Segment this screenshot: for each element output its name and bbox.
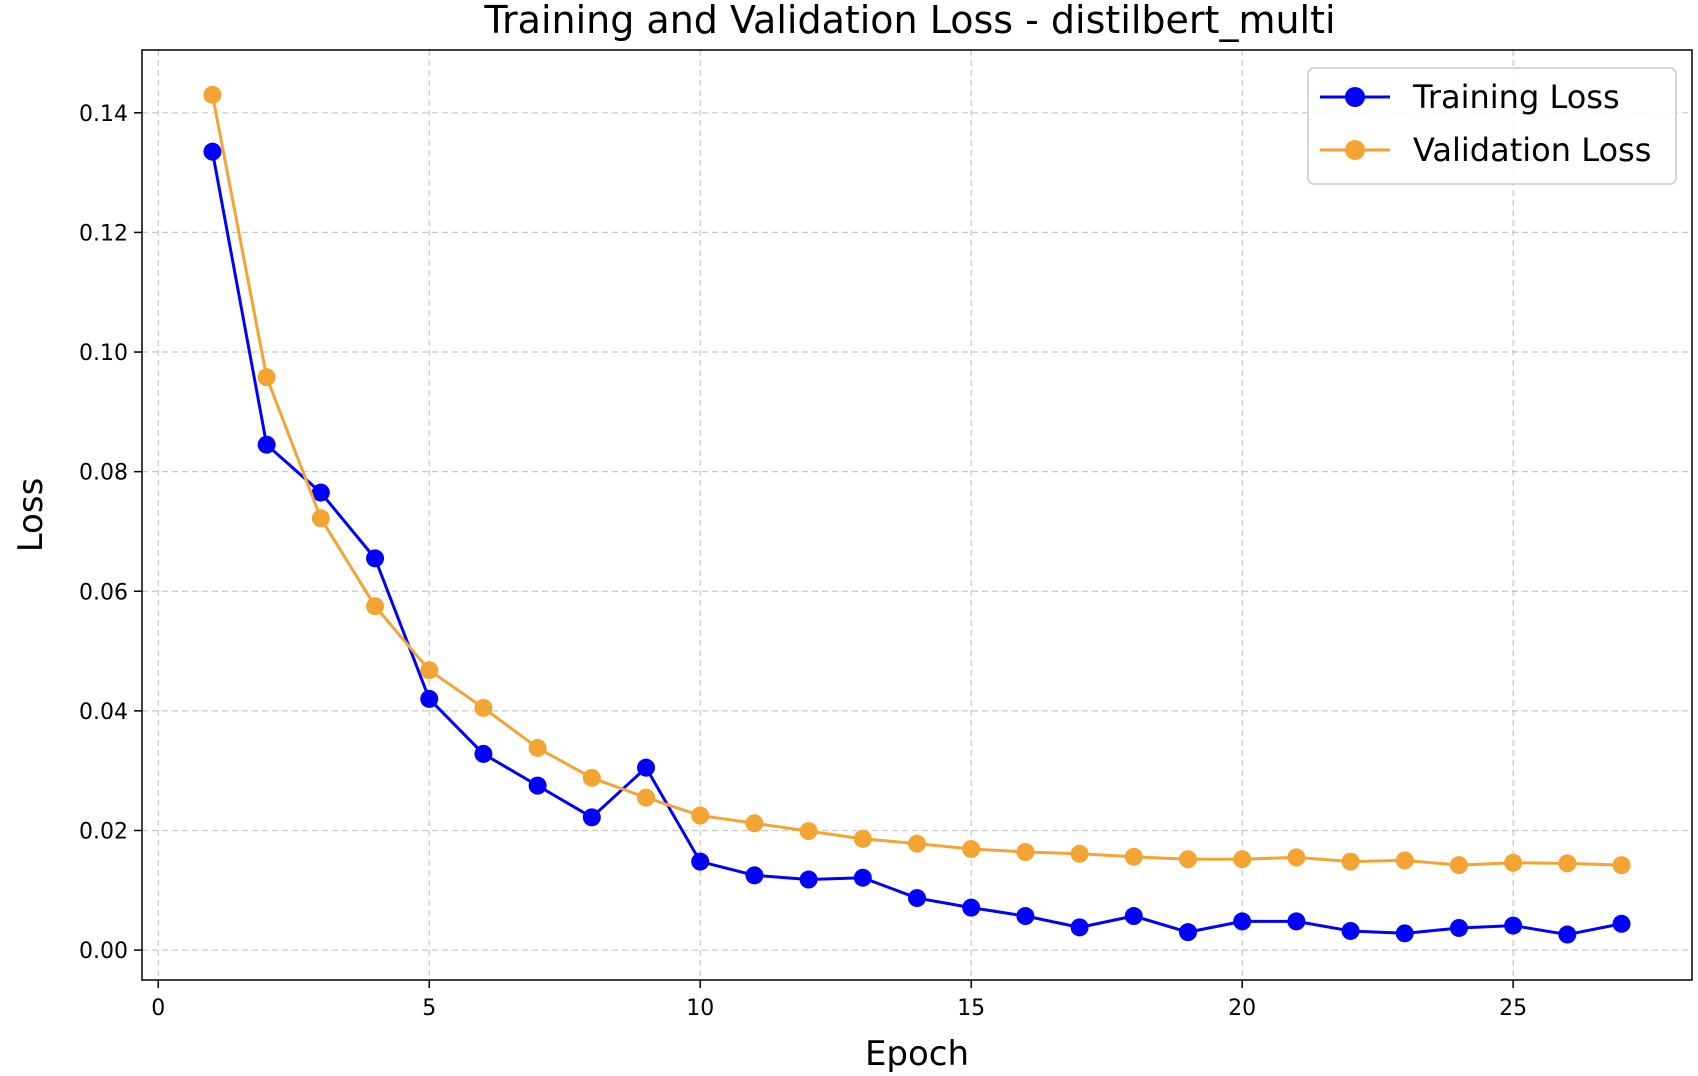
validation-loss-point: [203, 85, 222, 104]
y-axis-label: Loss: [11, 478, 51, 553]
training-loss-point: [1287, 912, 1306, 931]
validation-loss-point: [1016, 843, 1035, 862]
training-loss-point: [203, 142, 222, 161]
validation-loss-point: [745, 814, 764, 833]
training-loss-point: [1178, 923, 1197, 942]
training-loss-point: [962, 898, 981, 917]
x-tick-label: 5: [422, 996, 436, 1021]
x-tick-label: 10: [686, 996, 714, 1021]
validation-loss-point: [474, 698, 493, 717]
legend-training-label: Training Loss: [1412, 78, 1620, 116]
validation-loss-point: [1395, 851, 1414, 870]
training-loss-point: [1449, 918, 1468, 937]
training-loss-point: [1504, 916, 1523, 935]
training-loss-point: [1016, 907, 1035, 926]
y-tick-label: 0.10: [79, 341, 128, 366]
validation-loss-point: [311, 509, 330, 528]
validation-loss-point: [1178, 850, 1197, 869]
training-loss-point: [1612, 914, 1631, 933]
training-loss-point: [1233, 912, 1252, 931]
training-loss-point: [257, 435, 276, 454]
validation-loss-point: [962, 840, 981, 859]
y-tick-label: 0.12: [79, 221, 128, 246]
validation-loss-point: [1558, 854, 1577, 873]
validation-loss-point: [1449, 856, 1468, 875]
validation-loss-point: [1287, 848, 1306, 867]
x-tick-label: 0: [151, 996, 165, 1021]
validation-loss-point: [528, 738, 547, 757]
training-loss-line: [210, 151, 1622, 937]
training-loss-point: [420, 689, 439, 708]
legend-validation-marker: [1345, 140, 1365, 160]
validation-loss-line: [210, 94, 1622, 867]
validation-loss-point: [1504, 853, 1523, 872]
validation-loss-point: [908, 834, 926, 853]
validation-loss-point: [1070, 844, 1089, 863]
training-loss-point: [311, 483, 330, 502]
validation-loss-point: [799, 822, 818, 841]
y-tick-label: 0.04: [79, 700, 128, 725]
legend-validation-label: Validation Loss: [1413, 131, 1651, 169]
training-loss-point: [908, 889, 926, 908]
validation-loss-point: [853, 829, 872, 848]
training-loss-point: [1558, 925, 1577, 944]
validation-loss-point: [420, 661, 439, 680]
axis-ticks: 0 5 10 15 20 25 0.00 0.02 0.04 0.06 0.08 0.10 0.12 0.…: [79, 102, 1527, 1021]
training-loss-point: [1395, 924, 1414, 943]
validation-loss-point: [1124, 847, 1143, 866]
training-loss-point: [1070, 918, 1089, 937]
validation-loss-point: [1233, 850, 1252, 869]
training-loss-point: [528, 776, 547, 795]
legend-box: [1307, 67, 1677, 185]
y-tick-label: 0.02: [79, 819, 128, 844]
x-tick-label: 25: [1499, 996, 1527, 1021]
y-tick-label: 0.14: [79, 102, 128, 127]
validation-loss-point: [582, 768, 601, 787]
plot-frame: [141, 49, 1693, 981]
chart-title: Training and Validation Loss - distilber…: [483, 0, 1335, 42]
training-loss-point: [637, 758, 656, 777]
x-tick-label: 15: [957, 996, 985, 1021]
training-loss-point: [799, 870, 818, 889]
validation-loss-point: [637, 788, 656, 807]
training-loss-point: [1124, 907, 1143, 926]
validation-loss-point: [1341, 852, 1360, 871]
training-loss-point: [745, 866, 764, 885]
validation-loss-point: [257, 368, 276, 387]
legend-training-marker: [1345, 87, 1365, 107]
training-loss-point: [366, 549, 385, 568]
training-loss-point: [691, 852, 710, 871]
training-loss-point: [1341, 921, 1360, 940]
y-tick-label: 0.06: [79, 580, 128, 605]
validation-loss-point: [366, 597, 385, 616]
y-tick-label: 0.08: [79, 461, 128, 486]
training-loss-point: [853, 868, 872, 887]
legend: Training Loss Validation Loss: [1307, 67, 1677, 185]
series-layer: [203, 85, 1631, 944]
x-axis-label: Epoch: [865, 1034, 969, 1074]
training-loss-point: [474, 744, 493, 763]
y-tick-label: 0.00: [79, 939, 128, 964]
validation-loss-point: [1612, 856, 1631, 875]
validation-loss-point: [691, 806, 710, 825]
training-loss-point: [582, 808, 601, 827]
x-tick-label: 20: [1228, 996, 1256, 1021]
